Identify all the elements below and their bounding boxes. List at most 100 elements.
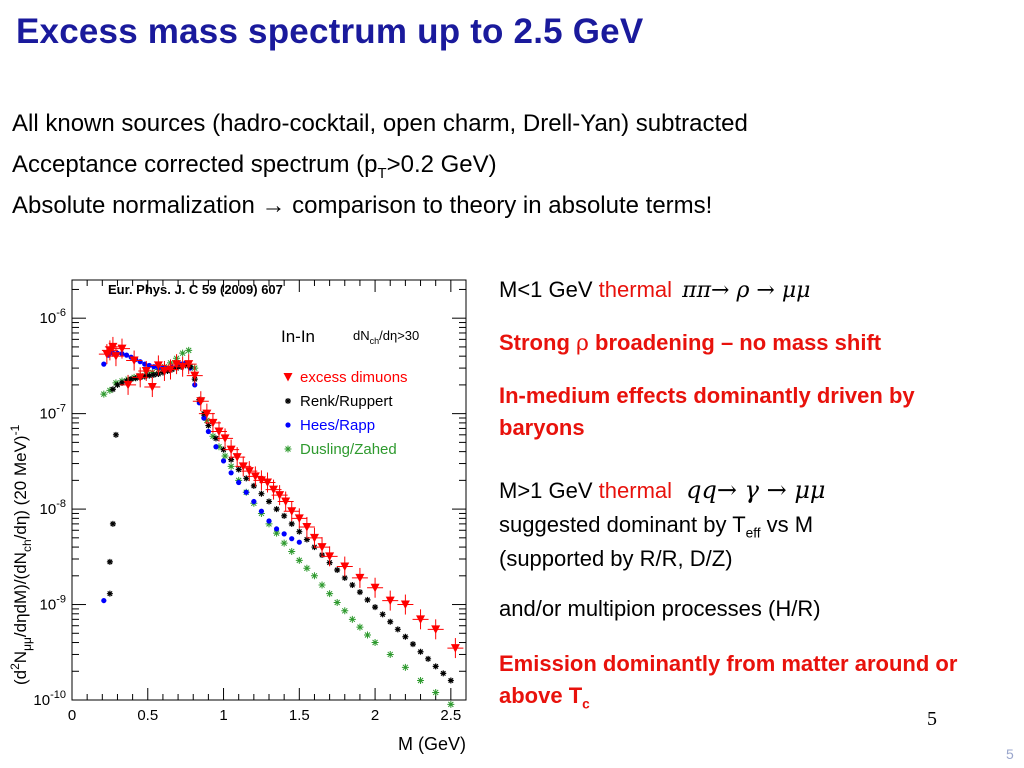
baryon-effects-text: In-medium effects dominantly driven by b… bbox=[499, 383, 915, 440]
dusling-zahed-point bbox=[447, 700, 455, 708]
hees-rapp-point bbox=[213, 444, 219, 450]
hees-rapp-point bbox=[243, 489, 249, 495]
renk-ruppert-point bbox=[212, 435, 219, 442]
x-tick-label: 0 bbox=[68, 707, 76, 724]
dusling-zahed-point bbox=[185, 346, 193, 354]
renk-ruppert-point bbox=[132, 375, 139, 382]
y-tick-label: 10-6 bbox=[40, 307, 66, 327]
x-tick-label: 1.5 bbox=[289, 707, 310, 724]
dusling-zahed-point bbox=[417, 677, 425, 685]
renk-ruppert-point bbox=[266, 498, 272, 505]
support-text: (supported by R/R, D/Z) bbox=[499, 546, 733, 571]
hees-rapp-point bbox=[258, 508, 265, 514]
excess-dimuon-point bbox=[208, 418, 218, 428]
renk-ruppert-point bbox=[205, 422, 212, 429]
chart-legend: excess dimuons Renk/Ruppert Hees/Rapp Dusli… bbox=[283, 369, 408, 458]
renk-ruppert-point bbox=[273, 506, 280, 513]
renk-ruppert-point bbox=[106, 558, 113, 565]
dusling-zahed-point bbox=[356, 623, 364, 631]
dusling-zahed-point bbox=[273, 529, 281, 537]
renk-ruppert-point bbox=[440, 670, 447, 677]
renk-ruppert-point bbox=[146, 372, 153, 379]
dusling-zahed-point bbox=[106, 386, 114, 394]
hees-rapp-point bbox=[285, 422, 291, 428]
hees-rapp-point bbox=[101, 361, 107, 367]
renk-ruppert-point bbox=[109, 520, 116, 527]
renk-ruppert-point bbox=[432, 663, 439, 670]
dusling-zahed-point bbox=[386, 650, 394, 658]
excess-dimuon-point bbox=[135, 373, 145, 382]
bullet-normalization: Absolute normalization → comparison to t… bbox=[12, 192, 713, 219]
excess-dimuon-point bbox=[450, 644, 460, 653]
dusling-zahed-point bbox=[221, 452, 229, 460]
hees-rapp-point bbox=[251, 498, 257, 505]
excess-dimuon-point bbox=[416, 615, 426, 624]
dusling-zahed-point bbox=[100, 390, 108, 398]
excess-dimuon-point bbox=[317, 543, 327, 552]
dusling-zahed-point bbox=[326, 590, 334, 598]
intro-bullets: All known sources (hadro-cocktail, open … bbox=[12, 103, 748, 226]
dusling-zahed-point bbox=[288, 547, 296, 555]
excess-dimuon-point bbox=[111, 352, 121, 361]
renk-ruppert-point bbox=[250, 482, 257, 489]
renk-ruppert-point bbox=[425, 655, 432, 662]
renk-ruppert-point bbox=[114, 381, 121, 388]
excess-dimuon-point bbox=[123, 380, 133, 390]
hees-rapp-point bbox=[228, 470, 234, 476]
dusling-zahed-point bbox=[265, 520, 273, 528]
renk-ruppert-point bbox=[303, 536, 310, 543]
multipion-text: and/or multipion processes (H/R) bbox=[499, 596, 821, 621]
renk-ruppert-point bbox=[285, 398, 291, 404]
excess-dimuon-point bbox=[370, 583, 380, 593]
excess-dimuon-point bbox=[108, 342, 118, 352]
dusling-zahed-point bbox=[280, 539, 288, 547]
slide-number: 5 bbox=[1006, 746, 1014, 762]
excess-dimuon-point bbox=[294, 514, 304, 523]
excess-dimuon-point bbox=[256, 476, 266, 485]
hees-rapp-point bbox=[205, 428, 211, 435]
excess-dimuon-point bbox=[287, 507, 297, 516]
renk-ruppert-point bbox=[106, 590, 113, 597]
excess-dimuon-point bbox=[178, 362, 188, 372]
legend-entry: Hees/Rapp bbox=[300, 417, 375, 434]
excess-dimuon-point bbox=[220, 434, 230, 443]
hees-rapp-point bbox=[146, 362, 152, 369]
renk-ruppert-point bbox=[387, 618, 394, 625]
hees-rapp-point bbox=[281, 531, 287, 537]
renk-ruppert-point bbox=[119, 379, 126, 386]
hees-rapp-point bbox=[201, 415, 207, 421]
series-excess-dimuons bbox=[98, 336, 464, 659]
dusling-zahed-point bbox=[227, 462, 235, 470]
mass-spectrum-chart: 0 0.5 1 1.5 2 2.5 10-10 10-9 10-8 10-7 10-6 M (GeV)… bbox=[8, 279, 467, 754]
excess-dimuon-point bbox=[238, 462, 248, 471]
hees-rapp-point bbox=[236, 479, 242, 486]
y-axis-label: (d2Nμμ/dηdM)/(dNch/dη) (20 MeV)-1 bbox=[8, 424, 34, 685]
renk-ruppert-point bbox=[296, 528, 303, 535]
excess-dimuon-point bbox=[147, 383, 157, 392]
renk-ruppert-point bbox=[288, 520, 295, 527]
series-hees-rapp bbox=[101, 350, 302, 604]
hees-rapp-point bbox=[101, 597, 107, 604]
excess-dimuon-point bbox=[153, 361, 163, 370]
x-tick-label: 2.5 bbox=[440, 707, 461, 724]
dusling-zahed-point bbox=[148, 368, 156, 376]
hees-rapp-point bbox=[151, 364, 157, 370]
chart-cut-label: dNch/dη>30 bbox=[353, 328, 419, 346]
renk-ruppert-point bbox=[379, 611, 386, 618]
excess-dimuon-point bbox=[214, 427, 224, 436]
renk-ruppert-point bbox=[417, 648, 424, 655]
excess-dimuon-point bbox=[385, 596, 395, 606]
dusling-zahed-point bbox=[401, 663, 409, 671]
renk-ruppert-point bbox=[372, 604, 379, 611]
slide-title: Excess mass spectrum up to 2.5 GeV bbox=[16, 12, 644, 51]
excess-dimuon-point bbox=[340, 562, 350, 572]
dusling-zahed-point bbox=[371, 639, 379, 647]
excess-dimuon-point bbox=[302, 522, 312, 532]
bullet-acceptance: Acceptance corrected spectrum (pT>0.2 Ge… bbox=[12, 151, 497, 182]
high-mass-line: M>1 GeV thermal qq→ γ → μμ bbox=[499, 476, 826, 504]
excess-dimuon-point bbox=[232, 453, 242, 462]
excess-dimuon-point bbox=[196, 397, 206, 406]
dusling-zahed-point bbox=[284, 445, 292, 453]
renk-ruppert-point bbox=[235, 466, 242, 473]
page-number: 5 bbox=[927, 708, 937, 730]
